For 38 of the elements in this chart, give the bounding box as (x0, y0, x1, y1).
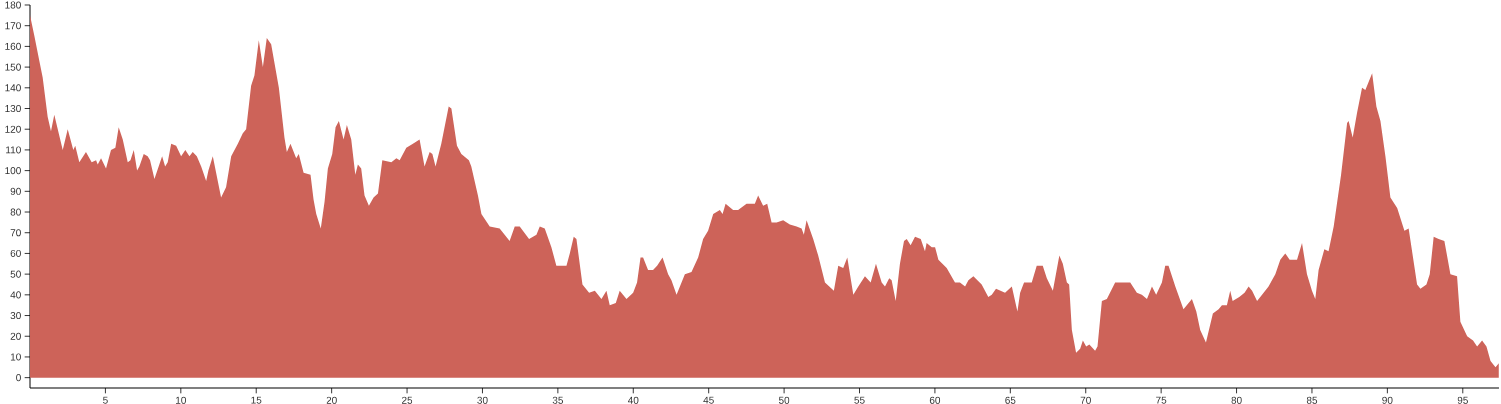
x-tick-label: 20 (326, 396, 337, 404)
y-tick-label: 110 (6, 146, 21, 154)
y-tick-label: 160 (5, 42, 21, 50)
x-tick-label: 65 (1005, 396, 1016, 404)
x-tick-label: 90 (1382, 396, 1393, 404)
y-tick-label: 0 (16, 374, 21, 382)
x-tick-label: 30 (477, 396, 488, 404)
y-tick-label: 120 (5, 125, 21, 133)
y-tick-label: 30 (10, 312, 21, 320)
x-tick-label: 40 (627, 396, 639, 404)
x-tick-label: 35 (552, 396, 564, 404)
x-tick-label: 10 (176, 396, 186, 404)
y-tick-label: 50 (10, 270, 21, 278)
y-tick-label: 60 (10, 249, 21, 257)
y-tick-label: 140 (5, 84, 21, 92)
x-tick-label: 15 (251, 396, 262, 404)
x-tick-label: 95 (1457, 396, 1468, 404)
x-tick-label: 50 (778, 396, 790, 404)
y-tick-label: 170 (5, 22, 21, 30)
y-tick-label: 10 (10, 353, 21, 361)
x-tick-label: 55 (854, 396, 865, 404)
y-tick-label: 180 (5, 1, 21, 9)
x-tick-label: 75 (1156, 396, 1167, 404)
x-tick-label: 5 (103, 396, 108, 404)
y-tick-label: 150 (5, 63, 21, 71)
y-tick-label: 40 (10, 291, 21, 299)
y-tick-label: 100 (5, 167, 21, 175)
x-tick-label: 80 (1231, 396, 1242, 404)
y-tick-label: 90 (10, 187, 21, 195)
y-tick-label: 20 (10, 332, 21, 340)
x-tick-label: 45 (703, 396, 714, 404)
y-tick-label: 80 (10, 208, 21, 216)
x-tick-label: 70 (1080, 396, 1091, 404)
x-tick-label: 85 (1306, 396, 1318, 404)
x-tick-label: 60 (929, 396, 941, 404)
y-tick-label: 70 (10, 229, 21, 237)
x-tick-label: 25 (401, 396, 413, 404)
y-tick-label: 130 (5, 104, 21, 113)
